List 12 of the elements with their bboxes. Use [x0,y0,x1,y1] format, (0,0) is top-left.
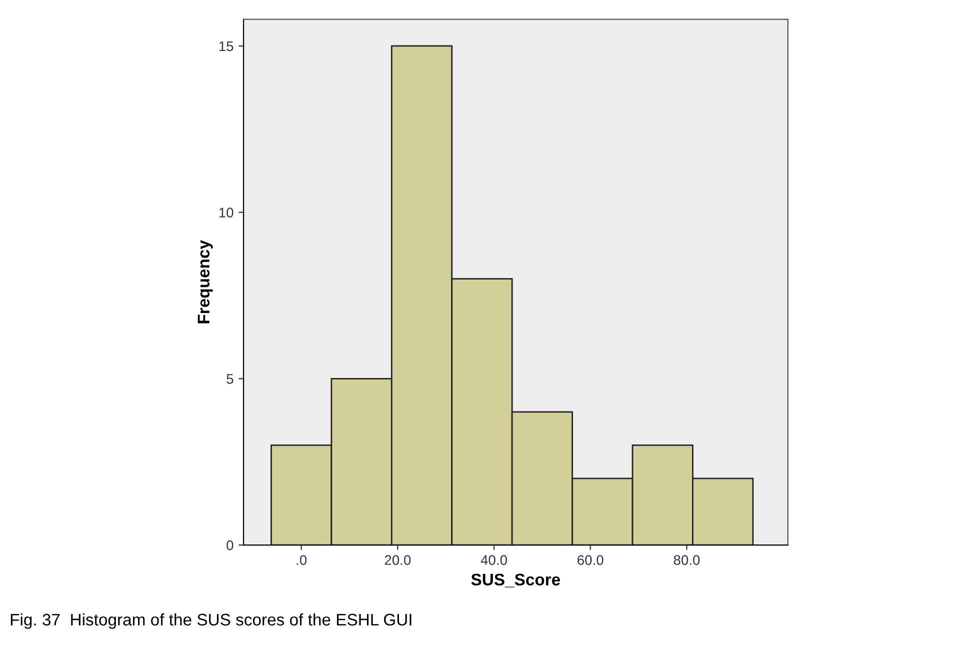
x-tick-label: 80.0 [674,555,700,565]
y-tick-label: 10 [219,208,234,218]
y-tick-label: 15 [219,41,234,52]
x-tick-label: 40.0 [480,555,507,565]
x-tick-label: .0 [296,555,307,565]
x-tick-label: 20.0 [384,555,411,565]
y-axis-title: Frequency [198,240,213,324]
x-tick-label: 60.0 [578,555,604,565]
x-axis-title: SUS_Score [471,574,560,588]
caption: Fig. 37 Histogram of the SUS scores of the ESHL GUI [10,613,412,629]
y-tick-label: 5 [226,374,234,384]
y-tick-label: 0 [226,540,234,550]
